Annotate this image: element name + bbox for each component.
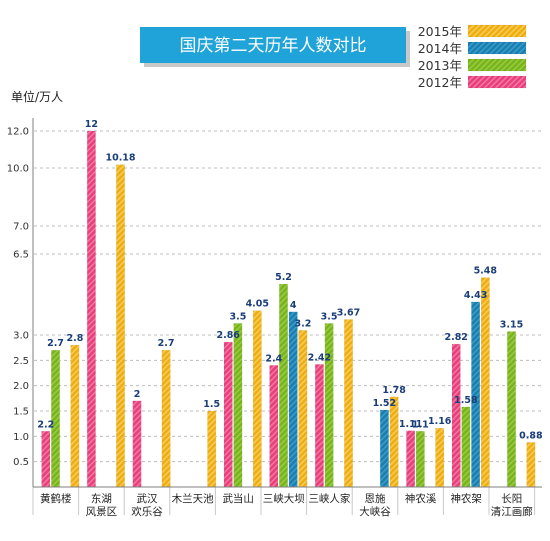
- value-labels: 2.2 12 2 2.86 2.4 2.42 1.11 2.82 2.7 3.5 5.2 3.5 1.1…: [37, 119, 543, 441]
- data-label: 2.4: [265, 353, 282, 364]
- data-label: 12: [85, 119, 98, 130]
- y-tick-label: 2.0: [13, 381, 29, 392]
- bar: [252, 310, 262, 488]
- y-tick-label: 7.0: [13, 222, 29, 233]
- y-tick-label: 2.5: [13, 356, 29, 367]
- data-label: 4.05: [246, 299, 269, 310]
- bar: [132, 400, 142, 488]
- legend-label: 2013年: [418, 58, 462, 73]
- category-label: 东湖: [91, 492, 112, 505]
- category-label: 长阳: [501, 493, 522, 505]
- bar: [415, 431, 425, 488]
- bar: [344, 319, 353, 488]
- category-label: 三峡人家: [308, 492, 350, 505]
- bar: [379, 409, 389, 488]
- bar: [279, 283, 288, 488]
- data-label: 2.42: [308, 352, 331, 363]
- data-label: 1.78: [382, 385, 406, 396]
- y-tick-label: 12.0: [7, 127, 29, 138]
- y-axis-label: 单位/万人: [11, 89, 63, 104]
- data-label: 1.11: [399, 419, 422, 430]
- data-label: 5.2: [275, 272, 292, 283]
- bar: [406, 430, 416, 488]
- bar: [86, 130, 96, 488]
- y-tick-label: 6.5: [13, 250, 29, 261]
- data-label: 3.5: [229, 311, 246, 322]
- data-label: 1.52: [373, 398, 396, 409]
- category-label: 大峡谷: [359, 505, 391, 518]
- legend-swatch: [467, 24, 527, 38]
- bars: [41, 130, 536, 488]
- data-label: 2.86: [216, 330, 240, 341]
- data-label: 3.5: [321, 311, 338, 322]
- data-label: 4.43: [464, 290, 487, 301]
- bar: [269, 365, 279, 488]
- legend-label: 2015年: [418, 24, 462, 39]
- bar: [161, 349, 171, 488]
- category-label: 风景区: [86, 506, 118, 518]
- legend: 2015年 2014年 2013年 2012年: [418, 24, 527, 90]
- category-label: 武汉: [137, 492, 158, 505]
- category-label: 清江画廊: [491, 505, 533, 518]
- category-label: 黄鹤楼: [40, 492, 72, 505]
- legend-swatch: [467, 75, 527, 89]
- y-tick-labels: 0.5 1.0 1.5 2.0 2.5 3.0 6.5 7.0 10.0 12.0: [7, 127, 29, 469]
- data-label: 1.16: [428, 416, 452, 427]
- legend-swatch: [467, 58, 527, 72]
- category-label: 神农溪: [405, 492, 437, 505]
- bar: [70, 344, 80, 488]
- category-label: 欢乐谷: [131, 505, 163, 518]
- y-tick-label: 0.5: [13, 457, 29, 468]
- bar: [451, 343, 461, 488]
- data-label: 10.18: [105, 153, 135, 164]
- category-label: 恩施: [365, 492, 386, 505]
- bar: [526, 442, 536, 488]
- bar: [41, 431, 51, 488]
- data-label: 4: [290, 300, 297, 311]
- bar: [298, 330, 308, 488]
- chart-title: 国庆第二天历年人数对比: [180, 36, 367, 56]
- category-label: 木兰天池: [172, 492, 214, 505]
- data-label: 3.15: [500, 320, 523, 331]
- data-label: 3.67: [337, 307, 360, 318]
- data-label: 1.5: [203, 399, 220, 410]
- y-tick-label: 10.0: [7, 164, 29, 175]
- data-label: 2.7: [47, 338, 64, 349]
- bar: [288, 311, 298, 488]
- data-label: 2.2: [37, 419, 54, 430]
- bar: [461, 406, 471, 488]
- y-tick-label: 3.0: [13, 331, 29, 342]
- data-label: 2: [134, 389, 141, 400]
- bar: [207, 410, 217, 488]
- legend-label: 2012年: [418, 75, 462, 90]
- category-label: 三峡大坝: [263, 492, 305, 505]
- data-label: 2.82: [444, 332, 467, 343]
- data-label: 2.8: [66, 333, 83, 344]
- bar: [507, 331, 516, 488]
- bar: [324, 323, 334, 488]
- y-tick-label: 1.0: [13, 432, 29, 443]
- data-label: 5.48: [474, 266, 498, 277]
- legend-label: 2014年: [418, 41, 462, 56]
- data-label: 1.58: [454, 395, 478, 406]
- legend-swatch: [467, 41, 527, 55]
- y-tick-label: 1.5: [13, 407, 29, 418]
- bar: [389, 396, 399, 488]
- bar: [435, 427, 445, 488]
- bar: [480, 277, 490, 488]
- category-label: 武当山: [222, 492, 254, 505]
- data-label: 0.88: [519, 430, 543, 441]
- bar: [223, 341, 233, 488]
- bar: [116, 164, 125, 488]
- bar: [314, 364, 324, 488]
- data-label: 1.1: [412, 419, 429, 430]
- title-banner: 国庆第二天历年人数对比: [140, 27, 410, 67]
- data-label: 3.2: [294, 318, 311, 329]
- data-label: 2.7: [158, 338, 175, 349]
- category-label: 神农架: [450, 492, 482, 505]
- bar: [233, 323, 243, 488]
